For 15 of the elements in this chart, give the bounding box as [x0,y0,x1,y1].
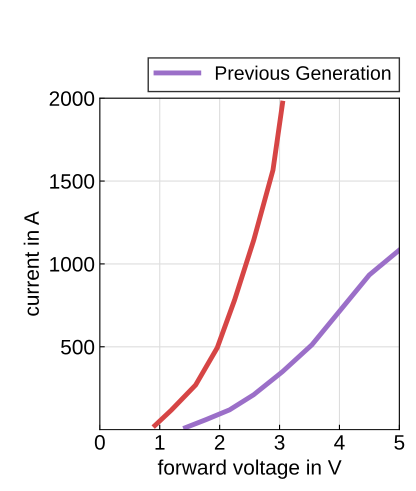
x-tick-label: 5 [394,435,404,450]
x-tick-label: 2 [214,435,224,450]
y-tick-label: 500 [61,340,94,355]
line-series [152,100,285,428]
x-tick-label: 0 [94,435,105,450]
line-series [183,248,400,430]
x-axis-title: forward voltage in V [158,459,342,479]
y-tick-label: 1500 [50,174,94,189]
x-tick-label: 3 [274,435,284,450]
y-axis-title: current in A [24,211,39,316]
y-tick-label: 2000 [50,91,94,106]
x-tick-label: 4 [334,435,345,450]
x-tick-label: 1 [156,435,165,450]
legend-label: Previous Generation [216,66,390,80]
y-tick-label: 1000 [50,256,94,272]
